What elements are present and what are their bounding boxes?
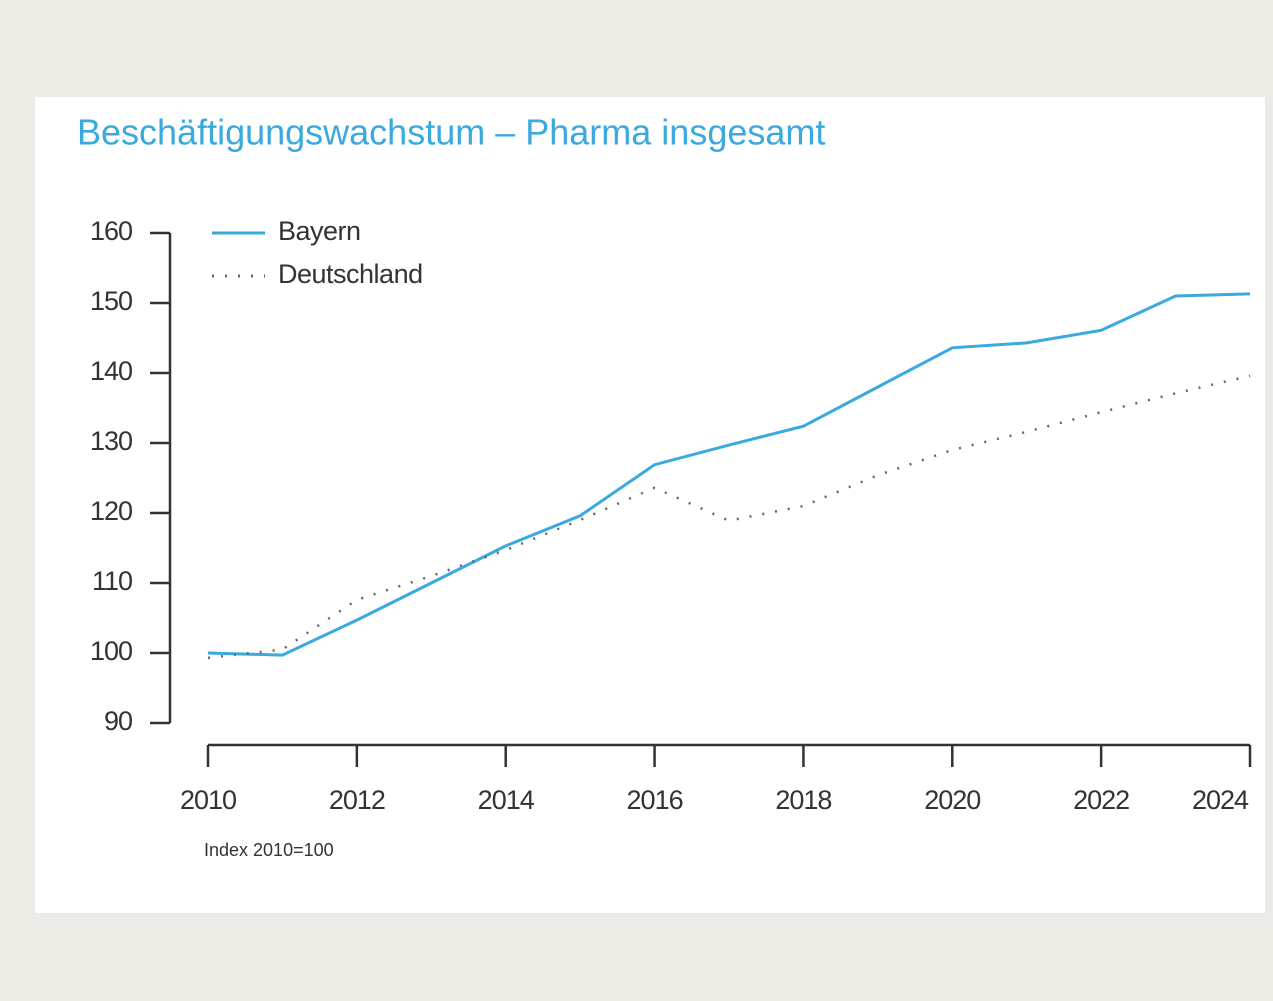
x-tick-label: 2020 (924, 785, 980, 815)
y-tick-label: 100 (90, 636, 132, 666)
x-tick-label: 2014 (478, 785, 535, 815)
y-tick-label: 150 (90, 286, 132, 316)
chart-title: Beschäftigungswachstum – Pharma insgesam… (77, 112, 825, 153)
y-tick-label: 130 (90, 426, 132, 456)
legend-label: Bayern (278, 216, 361, 246)
note: Index 2010=100 (204, 840, 334, 860)
x-tick-label: 2016 (627, 785, 683, 815)
y-tick-label: 160 (90, 216, 132, 246)
x-tick-label: 2010 (180, 785, 236, 815)
x-tick-label: 2018 (775, 785, 831, 815)
y-tick-label: 140 (90, 356, 132, 386)
legend-label: Deutschland (278, 259, 423, 289)
x-tick-label: 2024 (1192, 785, 1249, 815)
y-tick-label: 120 (90, 496, 132, 526)
x-tick-label: 2022 (1073, 785, 1129, 815)
y-tick-label: 110 (92, 566, 132, 596)
series-line (207, 292, 1251, 657)
x-tick-label: 2012 (329, 785, 385, 815)
y-tick-label: 90 (104, 706, 132, 736)
